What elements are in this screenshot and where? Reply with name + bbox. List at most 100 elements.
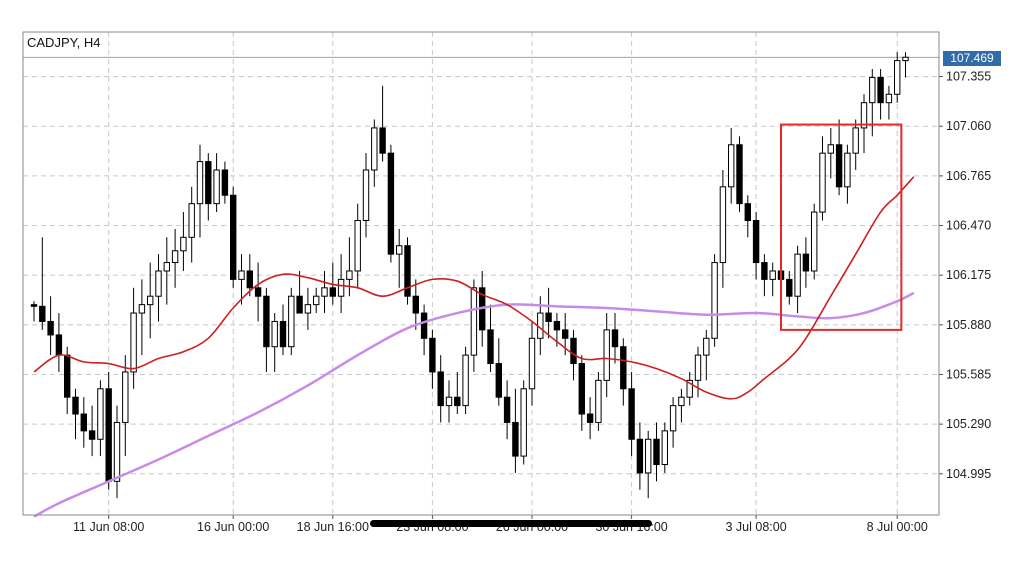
candle-body-bear xyxy=(30,304,38,307)
candle xyxy=(703,329,710,381)
candle xyxy=(30,301,38,322)
candle xyxy=(786,270,793,305)
candle xyxy=(835,119,843,196)
candle-body-bear xyxy=(55,334,63,356)
candle xyxy=(420,304,428,356)
candle-body-bear xyxy=(620,346,627,390)
candle-body-bull xyxy=(686,379,693,398)
candle xyxy=(736,136,743,213)
candle xyxy=(138,279,146,356)
candle xyxy=(454,371,461,415)
candle-body-bull xyxy=(238,270,245,280)
candle xyxy=(877,69,884,120)
candle-body-bear xyxy=(835,144,843,188)
candle xyxy=(379,85,386,162)
candle-body-bull xyxy=(520,388,527,457)
candle xyxy=(163,237,171,305)
y-tick-label: 107.060 xyxy=(946,119,991,133)
candle-body-bear xyxy=(412,295,420,314)
candle xyxy=(412,279,420,330)
candle-body-bull xyxy=(603,329,610,381)
scroll-scrub-bar[interactable] xyxy=(370,520,652,527)
candle-body-bear xyxy=(387,152,395,255)
candle xyxy=(105,371,112,490)
candle xyxy=(645,430,652,499)
candle xyxy=(205,153,212,221)
candle-body-bear xyxy=(562,329,569,339)
candle-body-bull xyxy=(595,379,602,423)
candle-body-bull xyxy=(860,102,868,129)
candle-body-bear xyxy=(263,295,270,348)
candle xyxy=(387,144,395,263)
candle-body-bear xyxy=(437,371,444,407)
candle-body-bear xyxy=(628,388,635,440)
highlight-box xyxy=(780,123,903,331)
x-tick-label: 11 Jun 08:00 xyxy=(73,520,144,534)
candle-body-bear xyxy=(420,312,428,339)
y-tick-label: 106.175 xyxy=(946,268,991,282)
candle-body-bull xyxy=(462,354,469,407)
candle xyxy=(113,405,121,499)
x-tick-label: 3 Jul 08:00 xyxy=(726,520,787,534)
candle xyxy=(819,136,826,221)
candle-body-bull xyxy=(445,396,453,407)
candle xyxy=(213,153,220,213)
candle-body-bear xyxy=(279,320,287,348)
candle xyxy=(470,279,478,372)
current-price-badge: 107.469 xyxy=(943,51,1001,66)
candle-body-bull xyxy=(113,421,121,482)
candle-body-bull xyxy=(719,186,727,264)
candle-body-bear xyxy=(487,329,494,365)
candle xyxy=(39,237,46,330)
candle xyxy=(620,338,627,406)
candle-body-bull xyxy=(155,270,162,297)
y-tick-label: 105.585 xyxy=(946,367,991,381)
candle xyxy=(254,262,262,322)
candle xyxy=(371,119,378,187)
candle xyxy=(196,144,204,238)
candle xyxy=(578,355,585,431)
candle-body-bear xyxy=(611,329,619,348)
candle-body-bull xyxy=(171,250,179,264)
candle-body-bull xyxy=(470,287,478,356)
x-axis: 11 Jun 08:00 16 Jun 00:00 18 Jun 16:00 23 J… xyxy=(73,515,928,534)
candle xyxy=(47,296,54,356)
candle-body-bull xyxy=(354,219,361,272)
candle xyxy=(354,203,361,288)
candle xyxy=(180,212,187,271)
candle xyxy=(171,228,179,288)
candle-body-bear xyxy=(47,320,54,336)
candle-body-bull xyxy=(97,388,104,440)
candle xyxy=(844,144,851,204)
candle-body-bear xyxy=(88,430,96,440)
candle-body-bear xyxy=(653,438,660,466)
candle xyxy=(80,397,87,448)
candle xyxy=(794,245,801,314)
candle-body-bull xyxy=(288,295,295,348)
candle-body-bear xyxy=(105,388,112,482)
candle xyxy=(512,388,519,473)
candle-body-bear xyxy=(545,312,552,322)
candle xyxy=(313,287,320,314)
candle-body-bear xyxy=(296,295,303,314)
candle xyxy=(238,254,245,305)
candle-body-bull xyxy=(528,337,536,390)
candle-body-bear xyxy=(553,320,561,331)
candle xyxy=(221,161,229,204)
y-tick-label: 107.355 xyxy=(946,70,991,84)
candle xyxy=(520,380,527,465)
x-tick-label: 16 Jun 00:00 xyxy=(197,520,269,534)
candle xyxy=(321,270,328,314)
y-tick-label: 106.765 xyxy=(946,169,991,183)
candle xyxy=(636,422,644,490)
candle-body-bull xyxy=(196,161,204,205)
candle-body-bear xyxy=(503,396,511,423)
candle-body-bull xyxy=(371,127,378,171)
candle-body-bull xyxy=(894,60,901,95)
y-tick-label: 106.470 xyxy=(946,219,991,233)
candle-body-bull xyxy=(138,304,146,314)
candle-body-bear xyxy=(578,363,585,415)
candle-body-bull xyxy=(661,430,668,466)
